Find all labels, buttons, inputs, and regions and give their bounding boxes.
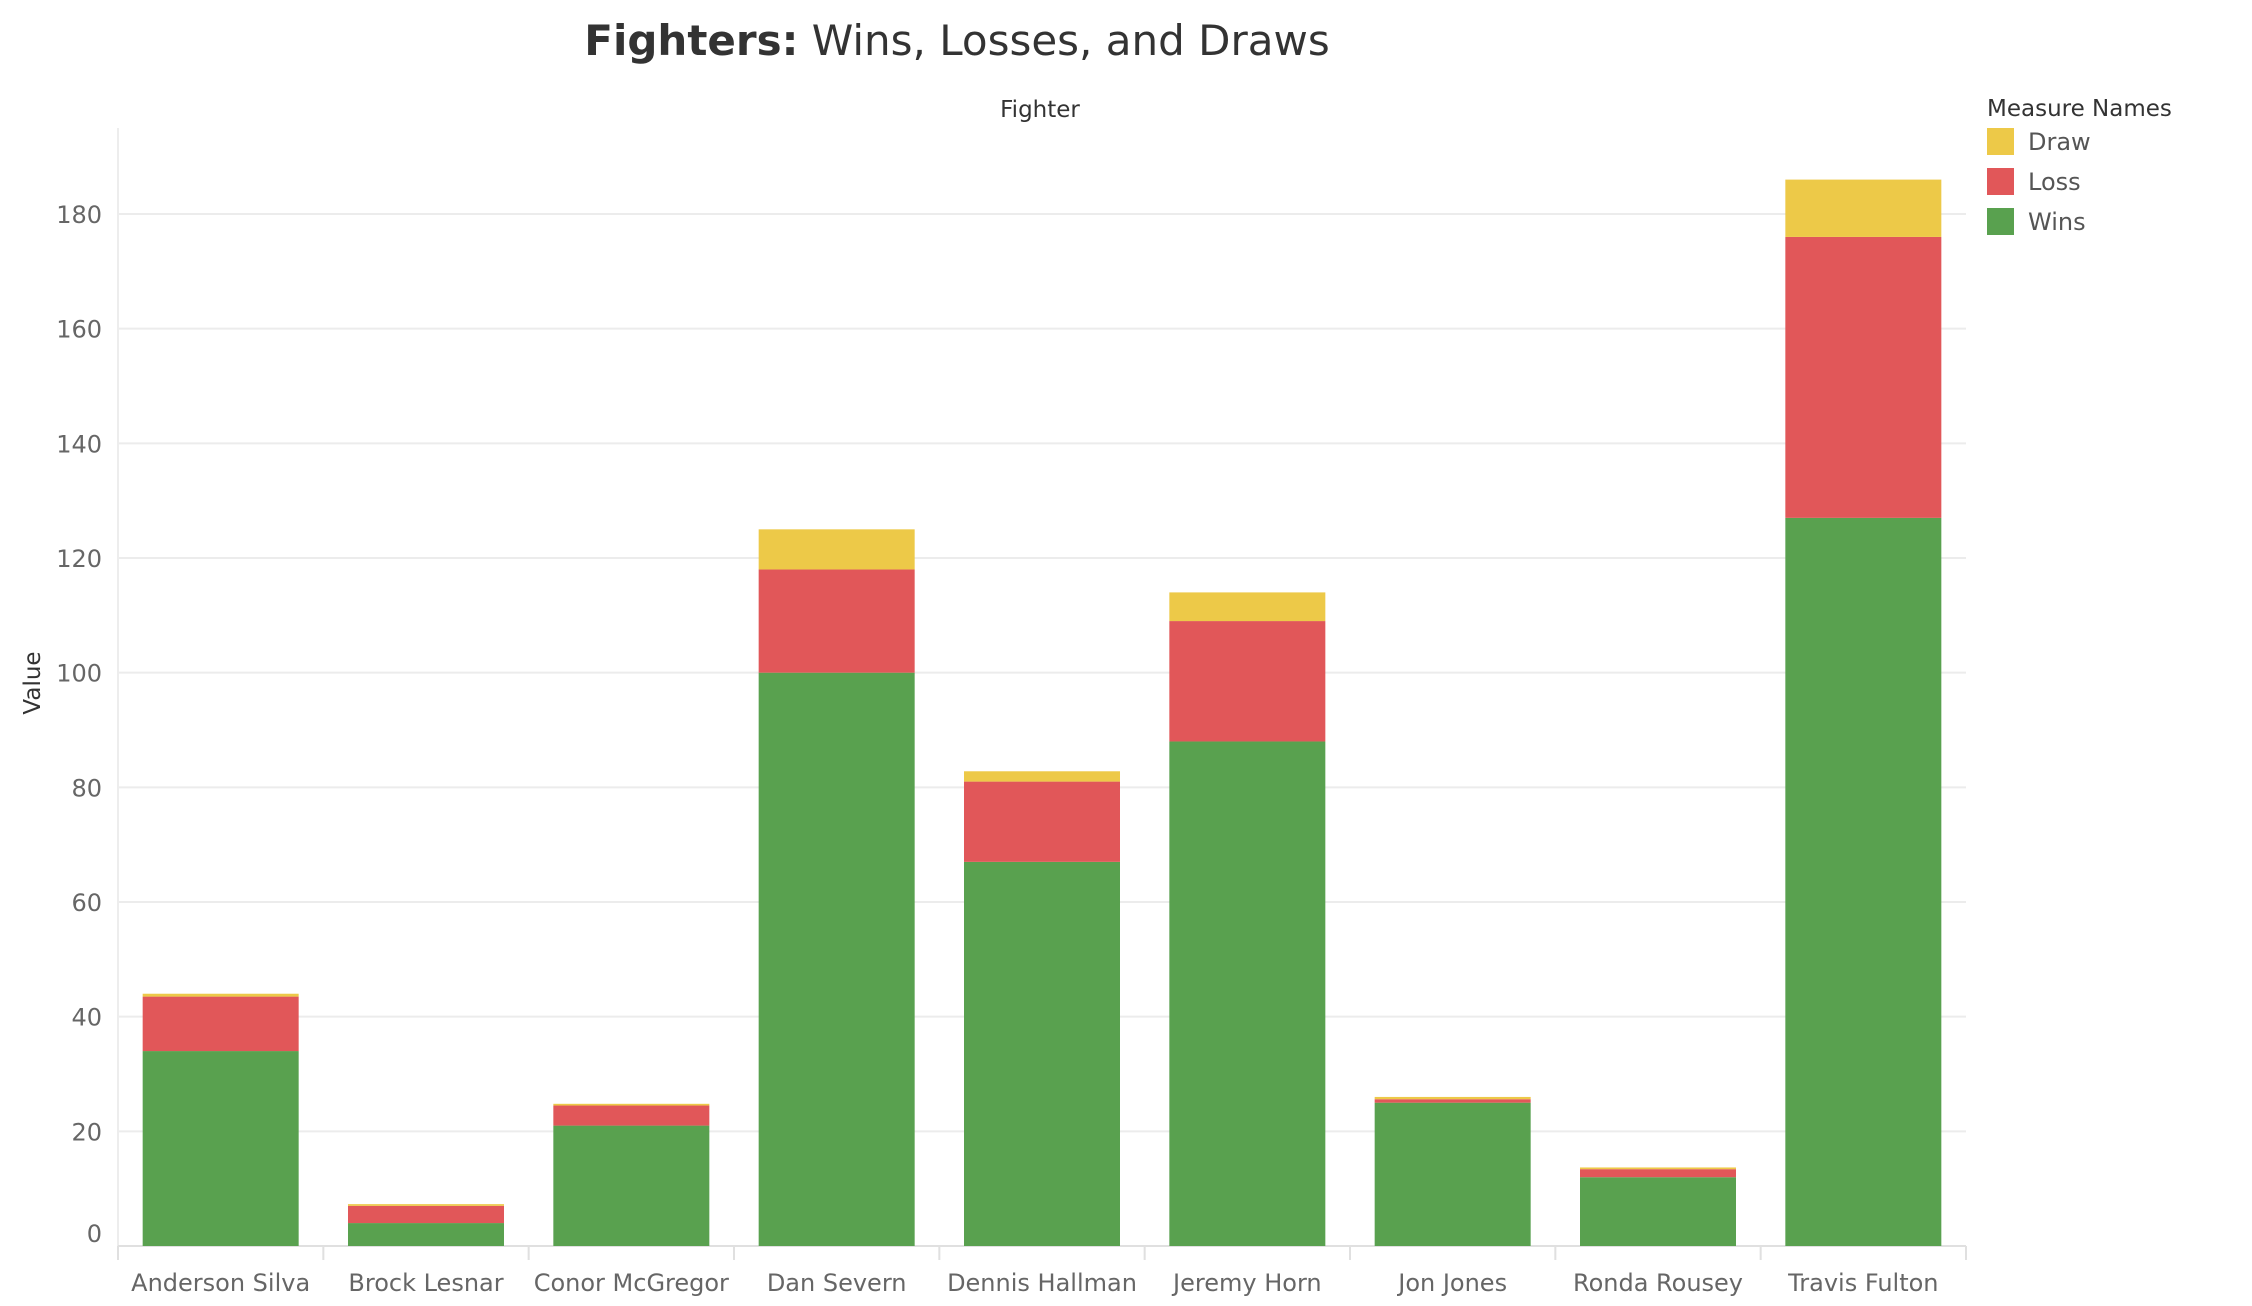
- legend-swatch-draw[interactable]: [1987, 128, 2014, 155]
- x-tick-label: Jeremy Horn: [1171, 1269, 1322, 1297]
- y-tick-label: 140: [56, 430, 102, 458]
- bar-wins-dan-severn[interactable]: [758, 672, 915, 1246]
- bar-loss-dan-severn[interactable]: [758, 569, 915, 673]
- bar-loss-anderson-silva[interactable]: [142, 996, 299, 1052]
- bar-draw-dan-severn[interactable]: [758, 529, 915, 570]
- y-tick-label: 0: [87, 1220, 102, 1248]
- bar-loss-brock-lesnar[interactable]: [348, 1205, 504, 1224]
- legend-swatch-wins[interactable]: [1987, 208, 2014, 235]
- gridlines: [118, 213, 1966, 1133]
- bar-draw-anderson-silva[interactable]: [142, 993, 299, 997]
- bar-draw-conor-mcgregor[interactable]: [553, 1103, 710, 1106]
- x-tick-label: Travis Fulton: [1787, 1269, 1938, 1297]
- x-axis: Anderson Silva Brock Lesnar Conor McGregor…: [117, 1246, 1967, 1297]
- y-tick-label: 40: [71, 1004, 102, 1032]
- x-tick-label: Ronda Rousey: [1573, 1269, 1743, 1297]
- y-tick-label: 100: [56, 660, 102, 688]
- bar-loss-travis-fulton[interactable]: [1785, 236, 1942, 518]
- x-tick-label: Dan Severn: [767, 1269, 907, 1297]
- legend-label-draw[interactable]: Draw: [2028, 128, 2091, 156]
- chart-title-bold: Fighters:: [584, 16, 798, 65]
- bar-wins-anderson-silva[interactable]: [142, 1051, 299, 1246]
- bar-loss-dennis-hallman[interactable]: [964, 781, 1120, 862]
- bar-wins-brock-lesnar[interactable]: [348, 1223, 504, 1246]
- y-axis-label: Value: [20, 651, 46, 714]
- y-tick-label: 80: [71, 774, 102, 802]
- bar-draw-jeremy-horn[interactable]: [1169, 592, 1326, 622]
- y-tick-label: 20: [71, 1118, 102, 1146]
- column-header: Fighter: [1000, 97, 1080, 123]
- bar-draw-ronda-rousey[interactable]: [1580, 1167, 1736, 1170]
- legend[interactable]: Measure Names Draw Loss Wins: [1987, 96, 2172, 236]
- y-tick-label: 160: [56, 316, 102, 344]
- legend-title: Measure Names: [1987, 96, 2172, 122]
- legend-label-loss[interactable]: Loss: [2028, 168, 2081, 196]
- x-tick-label: Conor McGregor: [534, 1269, 729, 1297]
- bar-loss-conor-mcgregor[interactable]: [553, 1105, 710, 1126]
- bar-wins-dennis-hallman[interactable]: [964, 861, 1120, 1246]
- y-tick-label: 180: [56, 201, 102, 229]
- x-tick-label: Jon Jones: [1396, 1269, 1507, 1297]
- bar-draw-jon-jones[interactable]: [1374, 1096, 1531, 1100]
- bar-draw-brock-lesnar[interactable]: [348, 1204, 504, 1206]
- bar-wins-conor-mcgregor[interactable]: [553, 1125, 710, 1246]
- bar-loss-jeremy-horn[interactable]: [1169, 621, 1326, 742]
- bar-wins-jon-jones[interactable]: [1374, 1102, 1531, 1246]
- y-tick-label: 120: [56, 545, 102, 573]
- bar-draw-dennis-hallman[interactable]: [964, 771, 1120, 782]
- bar-wins-jeremy-horn[interactable]: [1169, 741, 1326, 1246]
- legend-label-wins[interactable]: Wins: [2028, 208, 2086, 236]
- bar-wins-travis-fulton[interactable]: [1785, 517, 1942, 1246]
- x-tick-label: Dennis Hallman: [947, 1269, 1137, 1297]
- chart-title: Fighters: Wins, Losses, and Draws: [584, 16, 1329, 65]
- chart-title-rest: Wins, Losses, and Draws: [798, 16, 1329, 65]
- bar-draw-travis-fulton[interactable]: [1785, 179, 1942, 237]
- bar-loss-ronda-rousey[interactable]: [1580, 1169, 1736, 1178]
- y-tick-label: 60: [71, 889, 102, 917]
- x-tick-label: Anderson Silva: [131, 1269, 310, 1297]
- bar-wins-ronda-rousey[interactable]: [1580, 1177, 1736, 1246]
- legend-swatch-loss[interactable]: [1987, 168, 2014, 195]
- bars: [142, 179, 1942, 1246]
- x-tick-label: Brock Lesnar: [348, 1269, 503, 1297]
- bar-loss-jon-jones[interactable]: [1374, 1099, 1531, 1103]
